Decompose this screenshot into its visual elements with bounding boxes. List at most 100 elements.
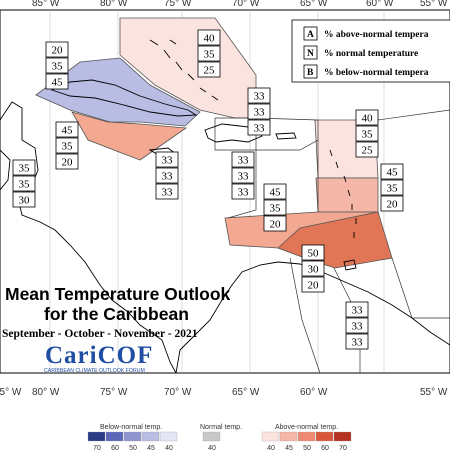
probability-value: 35 (362, 129, 374, 141)
probability-box: 45 35 20 (380, 163, 404, 212)
lon-label: 55° W (420, 0, 448, 9)
probability-box: 20 35 45 (45, 41, 69, 90)
probability-box: 33 33 33 (155, 151, 179, 200)
legend-swatch (297, 431, 316, 442)
probability-cell (263, 183, 287, 200)
probability-value: 33 (352, 305, 364, 317)
legend-tick: 50 (129, 445, 137, 450)
probability-value: 20 (62, 157, 74, 169)
probability-cell (380, 163, 404, 180)
probability-cell (345, 333, 369, 350)
lon-label: 80° W (100, 0, 128, 9)
above-normal-label: Above-normal temp. (275, 424, 338, 431)
probability-value: 33 (162, 155, 174, 167)
caricof-logo: CariCOF CARIBBEAN CLIMATE OUTLOOK FORUM (44, 342, 153, 374)
probability-cell (355, 125, 379, 142)
key-text: % below-normal tempera (324, 68, 429, 78)
probability-value: 33 (238, 155, 250, 167)
lon-label: 65° W (232, 387, 260, 398)
probability-cell (12, 175, 36, 192)
probability-cell (301, 276, 325, 293)
probability-box: 40 35 25 (355, 109, 379, 158)
lon-label: 70° W (232, 0, 260, 9)
probability-box: 50 30 20 (301, 244, 325, 293)
key-letter-box (303, 26, 318, 41)
region-cuba (35, 57, 201, 127)
probability-cell (45, 41, 69, 58)
below-normal-label: Below-normal temp. (100, 424, 162, 431)
probability-value: 45 (52, 77, 64, 89)
key-letter: N (307, 49, 314, 59)
key-letter: B (307, 68, 314, 78)
hispaniola-coast (204, 123, 263, 143)
lon-label: 70° W (164, 387, 192, 398)
legend-swatch (105, 431, 124, 442)
probability-cell (12, 191, 36, 208)
key-letter: A (307, 30, 314, 40)
probability-cell (247, 87, 271, 104)
probability-cell (263, 199, 287, 216)
probability-cell (345, 301, 369, 318)
yucatan-coast (0, 149, 11, 191)
probability-cell (155, 183, 179, 200)
probability-value: 50 (308, 248, 320, 260)
probability-value: 25 (204, 65, 216, 77)
probability-value: 33 (238, 171, 250, 183)
probability-cell (55, 153, 79, 170)
probability-box: 33 33 33 (231, 151, 255, 200)
probability-value: 40 (204, 33, 216, 45)
key-letter-box (303, 64, 318, 79)
probability-box: 45 35 20 (55, 121, 79, 170)
legend-swatch (141, 431, 160, 442)
coastlines (0, 39, 450, 374)
probability-cell (55, 137, 79, 154)
probability-value: 45 (62, 125, 74, 137)
probability-cell (197, 29, 221, 46)
probability-box: 45 35 20 (263, 183, 287, 232)
probability-cell (301, 244, 325, 261)
legend-key: A % above-normal tempera N % normal temp… (291, 19, 450, 83)
probability-value: 35 (270, 203, 282, 215)
normal-label: Normal temp. (200, 424, 242, 431)
lon-label: 65° W (300, 0, 328, 9)
legend-tick: 45 (285, 445, 293, 450)
probability-cell (155, 151, 179, 168)
probability-cell (231, 183, 255, 200)
lon-label: 55° W (420, 387, 448, 398)
probability-cell (12, 159, 36, 176)
probability-value: 35 (387, 183, 399, 195)
probability-value: 35 (62, 141, 74, 153)
probability-value: 35 (204, 49, 216, 61)
lon-label: 85° W (0, 387, 22, 398)
probability-cell (247, 103, 271, 120)
probability-value: 20 (387, 199, 399, 211)
south-america-coast (175, 261, 450, 374)
probability-cell (197, 45, 221, 62)
probability-value: 35 (19, 163, 31, 175)
key-text: % normal temperature (324, 49, 418, 59)
region-windward (315, 177, 379, 213)
legend-tick: 40 (208, 445, 216, 450)
probability-value: 33 (238, 187, 250, 199)
probability-value: 33 (352, 337, 364, 349)
legend-tick: 60 (321, 445, 329, 450)
key-text: % above-normal tempera (324, 30, 429, 40)
probability-cell (380, 179, 404, 196)
legend-tick: 60 (111, 445, 119, 450)
probability-value: 25 (362, 145, 374, 157)
probability-value: 30 (19, 195, 31, 207)
probability-cell (231, 151, 255, 168)
probability-box: 33 33 33 (247, 87, 271, 136)
lon-label: 75° W (164, 0, 192, 9)
lon-label: 85° W (32, 0, 60, 9)
probability-box: 40 35 25 (197, 29, 221, 78)
probability-value: 35 (19, 179, 31, 191)
legend-tick: 50 (303, 445, 311, 450)
logo-subtitle: CARIBBEAN CLIMATE OUTLOOK FORUM (44, 368, 145, 374)
key-frame (291, 19, 450, 83)
probability-value: 20 (308, 280, 320, 292)
probability-value: 45 (387, 167, 399, 179)
trinidad-coast (343, 259, 357, 271)
logo-wordmark: CariCOF (45, 342, 153, 369)
